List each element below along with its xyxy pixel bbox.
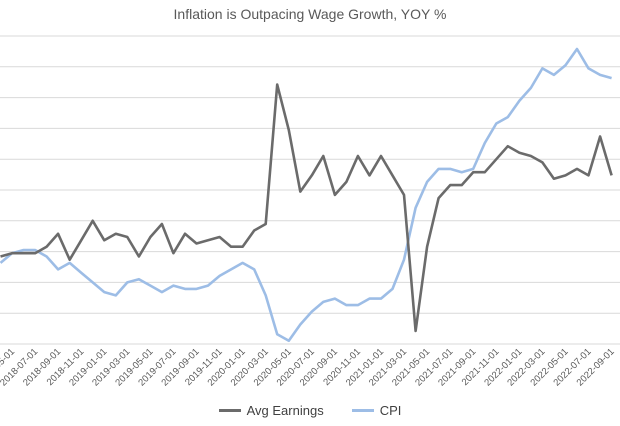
gridlines [0,35,620,345]
legend-item-cpi: CPI [351,403,402,418]
series-lines [0,47,613,343]
x-axis-ticks: 2018-05-012018-07-012018-09-012018-11-01… [0,346,617,388]
legend-swatch-cpi [351,409,374,412]
legend-swatch-avg-earnings [218,409,241,412]
series-line-avg-earnings [0,83,613,333]
legend-item-avg-earnings: Avg Earnings [218,403,324,418]
legend-label-cpi: CPI [379,403,402,418]
legend: Avg Earnings CPI [0,403,620,418]
chart-title: Inflation is Outpacing Wage Growth, YOY … [173,6,447,22]
series-line-cpi [0,47,612,343]
legend-label-avg-earnings: Avg Earnings [246,403,324,418]
